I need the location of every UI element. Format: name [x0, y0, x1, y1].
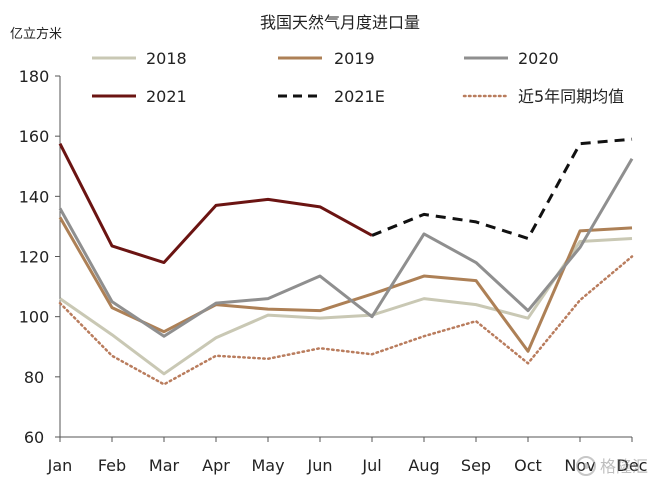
- series-lines: [58, 137, 634, 386]
- legend-item-5yr-average: 近5年同期均值: [462, 87, 624, 106]
- legend-item-2021e: 2021E: [278, 87, 385, 106]
- chart-title: 我国天然气月度进口量: [260, 13, 420, 32]
- series-line-2018: [59, 236, 633, 376]
- x-axis: Jan Feb Mar Apr May Jun Jul Aug Sep Oct Nov Dec: [47, 436, 648, 475]
- x-tick-label: May: [251, 456, 284, 475]
- series-line-2020: [58, 157, 634, 338]
- legend-label-2021: 2021: [146, 87, 187, 106]
- x-tick-label: Feb: [98, 456, 126, 475]
- legend-label-2018: 2018: [146, 49, 187, 68]
- y-tick-label: 140: [19, 187, 50, 206]
- x-tick-label: Sep: [461, 456, 491, 475]
- legend-label-2020: 2020: [518, 49, 559, 68]
- legend-item-2021: 2021: [92, 87, 187, 106]
- legend: 2018 2019 2020 2021 2021E 近5年同期均值: [92, 49, 624, 106]
- x-tick-label: Nov: [564, 456, 595, 475]
- y-tick-label: 60: [24, 428, 44, 447]
- y-tick-label: 180: [19, 67, 50, 86]
- x-tick-label: Jan: [47, 456, 73, 475]
- watermark-text: 格隆汇: [600, 457, 648, 476]
- legend-label-2019: 2019: [334, 49, 375, 68]
- x-tick-label: Dec: [617, 456, 648, 475]
- y-axis-unit: 亿立方米: [10, 26, 62, 42]
- y-tick-label: 120: [19, 248, 50, 267]
- y-axis: 60 80 100 120 140 160 180: [19, 67, 61, 447]
- legend-item-2020: 2020: [464, 49, 559, 68]
- x-tick-label: Mar: [149, 456, 180, 475]
- watermark: 格隆汇: [576, 456, 648, 476]
- x-tick-label: Aug: [408, 456, 439, 475]
- y-tick-label: 160: [19, 127, 50, 146]
- y-tick-label: 100: [19, 308, 50, 327]
- series-line-2021e: [371, 137, 633, 240]
- watermark-logo-icon: [576, 456, 596, 476]
- legend-item-2018: 2018: [92, 49, 187, 68]
- x-tick-label: Jul: [361, 456, 381, 475]
- legend-item-2019: 2019: [278, 49, 375, 68]
- series-line-5: [58, 255, 634, 386]
- legend-label-5yr-average: 近5年同期均值: [518, 87, 624, 106]
- series-line-2021: [58, 143, 373, 265]
- x-tick-label: Oct: [514, 456, 542, 475]
- series-line-2019: [58, 216, 633, 353]
- legend-label-2021e: 2021E: [334, 87, 385, 106]
- y-tick-label: 80: [24, 368, 44, 387]
- x-tick-label: Jun: [307, 456, 333, 475]
- x-tick-label: Apr: [202, 456, 230, 475]
- watermark-logo-dot-icon: [583, 463, 589, 469]
